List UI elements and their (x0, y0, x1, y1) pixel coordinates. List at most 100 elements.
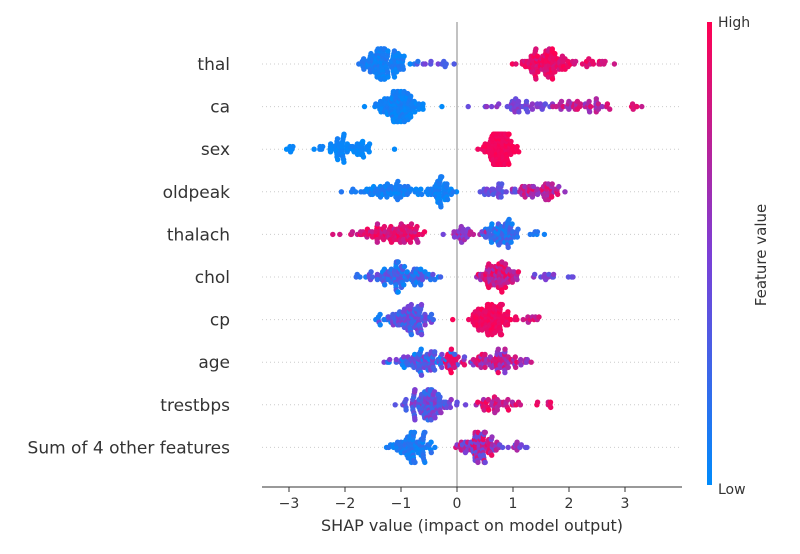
data-point (485, 407, 492, 413)
feature-label: oldpeak (163, 183, 231, 203)
data-point (439, 364, 445, 371)
colorbar-gradient (707, 22, 712, 485)
data-point (524, 356, 530, 363)
data-point (629, 101, 636, 107)
data-point (420, 106, 426, 112)
data-point (451, 234, 458, 240)
data-point (451, 364, 458, 371)
data-point (418, 346, 424, 352)
data-point (518, 442, 524, 448)
data-point (514, 316, 520, 323)
data-point (407, 239, 414, 245)
x-tick-label: 2 (565, 496, 574, 512)
data-point (549, 46, 555, 52)
data-point (428, 58, 434, 65)
data-point (431, 367, 438, 373)
data-point (482, 429, 488, 436)
data-point (418, 266, 424, 272)
data-point (352, 189, 359, 195)
data-point (428, 311, 435, 318)
data-point (349, 229, 356, 235)
data-point (392, 402, 398, 408)
data-point (337, 231, 343, 238)
data-point (408, 186, 414, 192)
data-point (432, 444, 438, 451)
data-points (283, 46, 645, 466)
feature-label: chol (195, 268, 230, 288)
data-point (338, 189, 345, 195)
data-point (395, 178, 401, 185)
data-point (508, 138, 514, 145)
feature-points-trestbps (392, 387, 554, 423)
data-point (513, 189, 519, 195)
data-point (374, 271, 381, 278)
data-point (599, 103, 605, 110)
data-point (398, 194, 404, 200)
data-point (513, 364, 519, 371)
data-point (506, 131, 512, 137)
data-point (586, 98, 592, 105)
data-point (408, 93, 414, 99)
data-point (443, 61, 449, 67)
data-point (422, 459, 428, 466)
feature-points-ca (361, 88, 645, 125)
data-point (503, 189, 509, 195)
x-tick-label: −1 (391, 496, 412, 512)
data-point (374, 239, 380, 245)
data-point (518, 362, 524, 368)
data-point (377, 322, 383, 328)
data-point (533, 76, 539, 82)
data-point (452, 351, 458, 358)
data-point (418, 301, 425, 308)
data-point (509, 221, 515, 227)
data-point (498, 194, 504, 200)
data-point (515, 269, 522, 275)
data-point (502, 261, 509, 267)
data-point (391, 146, 398, 152)
data-point (504, 322, 511, 328)
data-point (542, 101, 548, 107)
data-point (482, 364, 488, 371)
data-point (587, 103, 594, 110)
data-point (515, 226, 521, 232)
data-point (411, 429, 418, 436)
data-point (536, 314, 542, 320)
data-point (377, 311, 383, 318)
data-point (439, 174, 445, 180)
data-point (391, 74, 398, 80)
data-point (437, 394, 443, 400)
feature-points-thalach (330, 216, 548, 251)
data-point (552, 69, 558, 75)
data-point (514, 276, 520, 283)
data-point (494, 407, 500, 413)
data-point (382, 282, 388, 288)
data-point (440, 231, 446, 238)
data-point (395, 259, 401, 265)
data-point (401, 263, 408, 270)
data-point (549, 76, 556, 82)
data-point (408, 331, 415, 338)
data-point (439, 103, 445, 110)
data-point (508, 239, 514, 245)
data-point (412, 387, 418, 393)
data-point (498, 331, 505, 338)
data-point (381, 223, 388, 230)
data-point (385, 48, 391, 54)
data-point (361, 103, 368, 110)
data-point (404, 269, 410, 275)
data-point (470, 231, 477, 238)
data-point (502, 346, 508, 352)
data-point (506, 216, 512, 223)
data-point (534, 53, 541, 59)
data-point (448, 346, 455, 352)
data-point (360, 154, 367, 160)
data-point (320, 143, 326, 150)
data-point (428, 449, 434, 456)
data-point (465, 103, 471, 110)
data-point (495, 346, 501, 352)
data-point (418, 372, 425, 378)
feature-label: Sum of 4 other features (28, 438, 231, 458)
data-point (505, 396, 511, 403)
data-point (475, 146, 481, 152)
data-point (504, 103, 510, 110)
